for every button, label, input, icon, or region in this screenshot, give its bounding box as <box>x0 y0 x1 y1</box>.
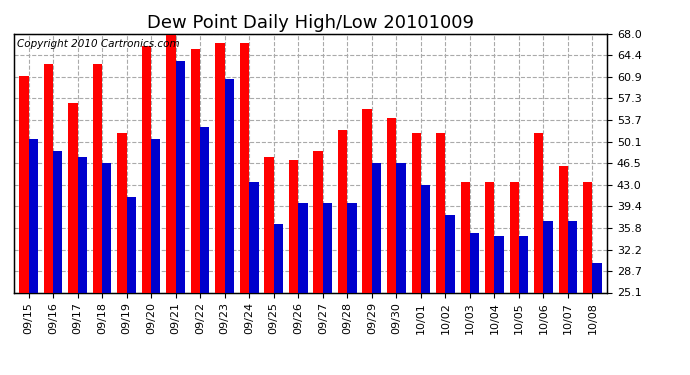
Bar <box>593 263 602 375</box>
Bar <box>126 196 136 375</box>
Bar <box>313 152 323 375</box>
Bar <box>396 164 406 375</box>
Bar <box>421 184 430 375</box>
Bar <box>559 166 568 375</box>
Bar <box>470 233 479 375</box>
Bar <box>68 103 77 375</box>
Bar <box>151 139 161 375</box>
Bar <box>445 215 455 375</box>
Bar <box>362 109 372 375</box>
Bar <box>485 182 495 375</box>
Bar <box>43 64 53 375</box>
Bar <box>568 221 578 375</box>
Bar <box>274 224 283 375</box>
Bar <box>534 133 544 375</box>
Bar <box>583 182 593 375</box>
Bar <box>102 164 111 375</box>
Bar <box>191 49 200 375</box>
Bar <box>519 236 529 375</box>
Bar <box>19 76 28 375</box>
Bar <box>176 61 185 375</box>
Bar <box>436 133 445 375</box>
Bar <box>28 139 38 375</box>
Bar <box>117 133 126 375</box>
Bar <box>225 79 234 375</box>
Bar <box>166 31 176 375</box>
Bar <box>264 158 274 375</box>
Bar <box>495 236 504 375</box>
Bar <box>372 164 381 375</box>
Bar <box>387 118 396 375</box>
Bar <box>460 182 470 375</box>
Bar <box>411 133 421 375</box>
Bar <box>298 202 308 375</box>
Bar <box>92 64 102 375</box>
Bar <box>544 221 553 375</box>
Bar <box>249 182 259 375</box>
Bar <box>53 152 62 375</box>
Bar <box>142 46 151 375</box>
Bar <box>289 160 298 375</box>
Bar <box>200 127 210 375</box>
Bar <box>338 130 347 375</box>
Text: Copyright 2010 Cartronics.com: Copyright 2010 Cartronics.com <box>17 39 179 49</box>
Bar <box>240 43 249 375</box>
Bar <box>77 158 87 375</box>
Bar <box>323 202 332 375</box>
Bar <box>215 43 225 375</box>
Title: Dew Point Daily High/Low 20101009: Dew Point Daily High/Low 20101009 <box>147 14 474 32</box>
Bar <box>510 182 519 375</box>
Bar <box>347 202 357 375</box>
